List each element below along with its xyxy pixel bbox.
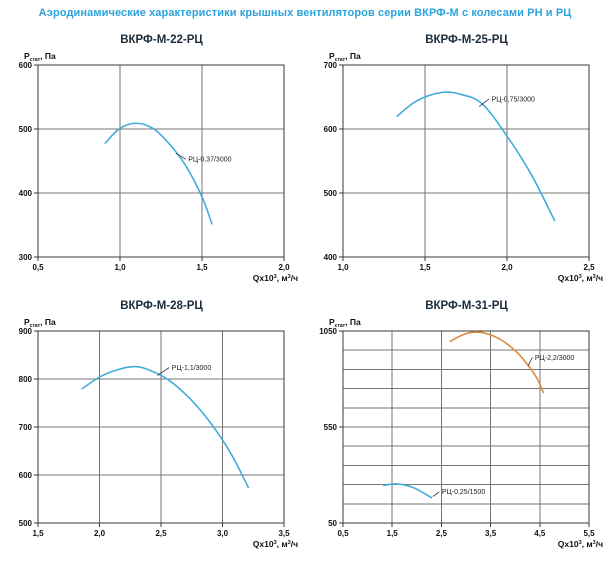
- y-tick-label: 700: [19, 423, 33, 432]
- x-tick-label: 3,0: [217, 529, 229, 538]
- chart-title-vkrf-m-22-rc: ВКРФ-М-22-РЦ: [120, 34, 203, 46]
- x-tick-label: 5,5: [583, 529, 595, 538]
- x-tick-label: 1,0: [337, 263, 349, 272]
- x-tick-label: 2,5: [155, 529, 167, 538]
- page: Аэродинамические характеристики крышных …: [0, 7, 610, 579]
- x-tick-label: 1,5: [196, 263, 208, 272]
- series-label-leader: [527, 357, 533, 367]
- y-tick-label: 800: [19, 375, 33, 384]
- x-tick-label: 1,5: [32, 529, 44, 538]
- series-curve: [449, 331, 545, 394]
- chart-vkrf-m-22-rc: ВКРФ-М-22-РЦ 300 400 500 600 0,5 1,0 1,5 2,0 Pст…: [0, 19, 305, 285]
- series-curve: [383, 483, 433, 499]
- x-tick-label: 3,5: [485, 529, 497, 538]
- y-tick-label: 550: [324, 423, 338, 432]
- y-axis-unit-label: Pстат, Па: [329, 317, 361, 329]
- y-tick-label: 600: [19, 61, 33, 70]
- x-tick-label: 2,5: [583, 263, 595, 272]
- y-tick-label: 500: [19, 519, 33, 528]
- y-tick-label: 900: [19, 327, 33, 336]
- series-curve: [81, 365, 250, 489]
- y-tick-label: 500: [324, 189, 338, 198]
- x-tick-label: 1,5: [387, 529, 399, 538]
- x-tick-label: 2,0: [278, 263, 290, 272]
- series-label: РЦ-0,25/1500: [442, 489, 485, 496]
- y-tick-label: 700: [324, 61, 338, 70]
- chart-canvas-vkrf-m-25-rc: 400 500 600 700 1,0 1,5 2,0 2,5 Pстат, Па Qx103, …: [324, 51, 603, 283]
- series-label: РЦ-0,37/3000: [188, 157, 231, 164]
- x-tick-label: 1,0: [114, 263, 126, 272]
- x-tick-label: 4,5: [534, 529, 546, 538]
- y-axis-unit-label: Pстат, Па: [329, 51, 361, 63]
- x-tick-label: 0,5: [32, 263, 44, 272]
- x-axis-unit-label: Qx103, м3/ч: [253, 273, 298, 283]
- y-axis-unit-label: Pстат, Па: [24, 317, 56, 329]
- y-tick-label: 300: [19, 253, 33, 262]
- x-tick-label: 2,0: [94, 529, 106, 538]
- charts-grid: ВКРФ-М-22-РЦ 300 400 500 600 0,5 1,0 1,5 2,0 Pст…: [0, 19, 610, 551]
- x-axis-unit-label: Qx103, м3/ч: [558, 539, 603, 549]
- x-tick-label: 3,5: [278, 529, 290, 538]
- chart-title-vkrf-m-28-rc: ВКРФ-М-28-РЦ: [120, 300, 203, 312]
- series-curve: [396, 91, 556, 222]
- series-label: РЦ-2,2/3000: [535, 355, 575, 362]
- chart-canvas-vkrf-m-28-rc: 500 600 700 800 900 1,5 2,0 2,5 3,0 3,5 Pстат, Па Q…: [19, 317, 298, 549]
- chart-vkrf-m-31-rc: ВКРФ-М-31-РЦ 50 550 1050 0,5 1,5 2,5 3,5 4,5 5,5…: [305, 285, 610, 551]
- chart-canvas-vkrf-m-22-rc: 300 400 500 600 0,5 1,0 1,5 2,0 Pстат, Па Qx103, …: [19, 51, 298, 283]
- x-axis-unit-label: Qx103, м3/ч: [558, 273, 603, 283]
- page-title: Аэродинамические характеристики крышных …: [38, 7, 572, 19]
- y-tick-label: 500: [19, 125, 33, 134]
- series-label-leader: [157, 367, 170, 376]
- series-label: РЦ-1,1/3000: [172, 365, 212, 372]
- x-tick-label: 1,5: [419, 263, 431, 272]
- chart-vkrf-m-28-rc: ВКРФ-М-28-РЦ 500 600 700 800 900 1,5 2,0 2,5 3,0…: [0, 285, 305, 551]
- series-label-leader: [432, 491, 440, 497]
- x-tick-label: 2,0: [501, 263, 513, 272]
- y-tick-label: 400: [19, 189, 33, 198]
- y-axis-unit-label: Pстат, Па: [24, 51, 56, 63]
- chart-title-vkrf-m-25-rc: ВКРФ-М-25-РЦ: [425, 34, 508, 46]
- series-curve: [104, 122, 213, 225]
- plot-border: [37, 64, 285, 258]
- y-tick-label: 600: [324, 125, 338, 134]
- x-tick-label: 0,5: [337, 529, 349, 538]
- chart-vkrf-m-25-rc: ВКРФ-М-25-РЦ 400 500 600 700 1,0 1,5 2,0 2,5 Pст…: [305, 19, 610, 285]
- plot-border: [342, 64, 590, 258]
- series-label: РЦ-0,75/3000: [492, 96, 535, 103]
- series-label-leader: [478, 98, 490, 107]
- y-tick-label: 400: [324, 253, 338, 262]
- y-tick-label: 1050: [319, 327, 337, 336]
- x-tick-label: 2,5: [436, 529, 448, 538]
- y-tick-label: 600: [19, 471, 33, 480]
- chart-title-vkrf-m-31-rc: ВКРФ-М-31-РЦ: [425, 300, 508, 312]
- y-tick-label: 50: [328, 519, 337, 528]
- chart-canvas-vkrf-m-31-rc: 50 550 1050 0,5 1,5 2,5 3,5 4,5 5,5 Pстат, Па Qx10…: [319, 317, 603, 549]
- x-axis-unit-label: Qx103, м3/ч: [253, 539, 298, 549]
- series-label-leader: [175, 152, 186, 160]
